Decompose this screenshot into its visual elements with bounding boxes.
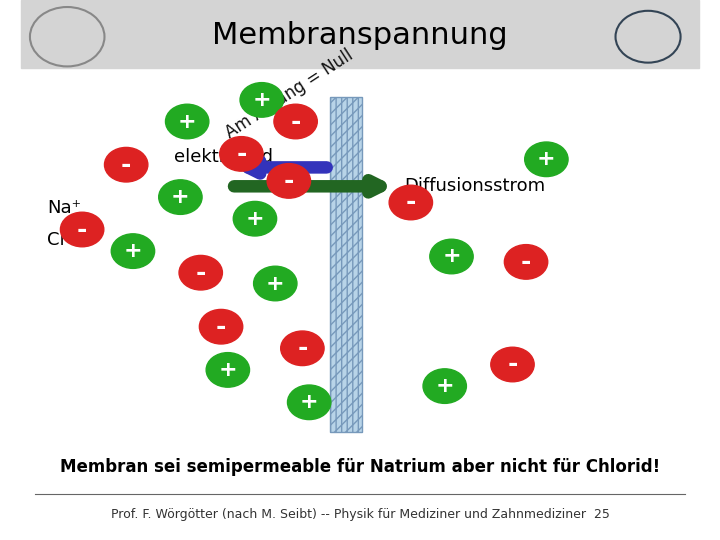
Circle shape	[423, 369, 467, 403]
Text: +: +	[171, 187, 189, 207]
Text: -: -	[236, 142, 246, 166]
Circle shape	[389, 185, 433, 220]
Text: Cl⁻: Cl⁻	[47, 231, 74, 249]
Circle shape	[274, 104, 318, 139]
Circle shape	[525, 142, 568, 177]
Text: +: +	[300, 392, 318, 413]
Circle shape	[287, 385, 331, 420]
Text: -: -	[521, 250, 531, 274]
Text: Prof. F. Wörgötter (nach M. Seibt) -- Physik für Mediziner und Zahnmediziner  25: Prof. F. Wörgötter (nach M. Seibt) -- Ph…	[111, 508, 609, 521]
Text: +: +	[253, 90, 271, 110]
Text: -: -	[405, 191, 416, 214]
FancyArrowPatch shape	[234, 180, 381, 192]
Text: Am Anfang = Null: Am Anfang = Null	[222, 46, 356, 143]
Text: +: +	[219, 360, 237, 380]
Circle shape	[199, 309, 243, 344]
Text: -: -	[77, 218, 87, 241]
Text: +: +	[246, 208, 264, 229]
Circle shape	[158, 180, 202, 214]
Text: Membranspannung: Membranspannung	[212, 21, 508, 50]
Circle shape	[220, 137, 263, 171]
Text: Na⁺: Na⁺	[47, 199, 81, 217]
Text: Diffusionsstrom: Diffusionsstrom	[404, 177, 545, 195]
Circle shape	[112, 234, 155, 268]
Text: Membran sei semipermeable für Natrium aber nicht für Chlorid!: Membran sei semipermeable für Natrium ab…	[60, 458, 660, 476]
Text: +: +	[436, 376, 454, 396]
Text: -: -	[121, 153, 131, 177]
Text: +: +	[266, 273, 284, 294]
Circle shape	[505, 245, 548, 279]
Circle shape	[267, 164, 310, 198]
Circle shape	[179, 255, 222, 290]
Circle shape	[60, 212, 104, 247]
Text: +: +	[178, 111, 197, 132]
Circle shape	[104, 147, 148, 182]
Circle shape	[430, 239, 473, 274]
Bar	[330, 97, 362, 432]
Text: elektr. Feld: elektr. Feld	[174, 147, 273, 166]
Circle shape	[491, 347, 534, 382]
Text: -: -	[196, 261, 206, 285]
Text: -: -	[508, 353, 518, 376]
Circle shape	[253, 266, 297, 301]
Circle shape	[281, 331, 324, 366]
Text: -: -	[297, 336, 307, 360]
Text: -: -	[284, 169, 294, 193]
Text: -: -	[290, 110, 301, 133]
Circle shape	[206, 353, 250, 387]
Circle shape	[233, 201, 276, 236]
Text: +: +	[537, 149, 556, 170]
Bar	[21, 0, 699, 68]
FancyArrowPatch shape	[248, 161, 327, 173]
Text: +: +	[124, 241, 143, 261]
Bar	[330, 97, 362, 432]
Text: +: +	[442, 246, 461, 267]
Circle shape	[166, 104, 209, 139]
Circle shape	[240, 83, 284, 117]
Text: -: -	[216, 315, 226, 339]
